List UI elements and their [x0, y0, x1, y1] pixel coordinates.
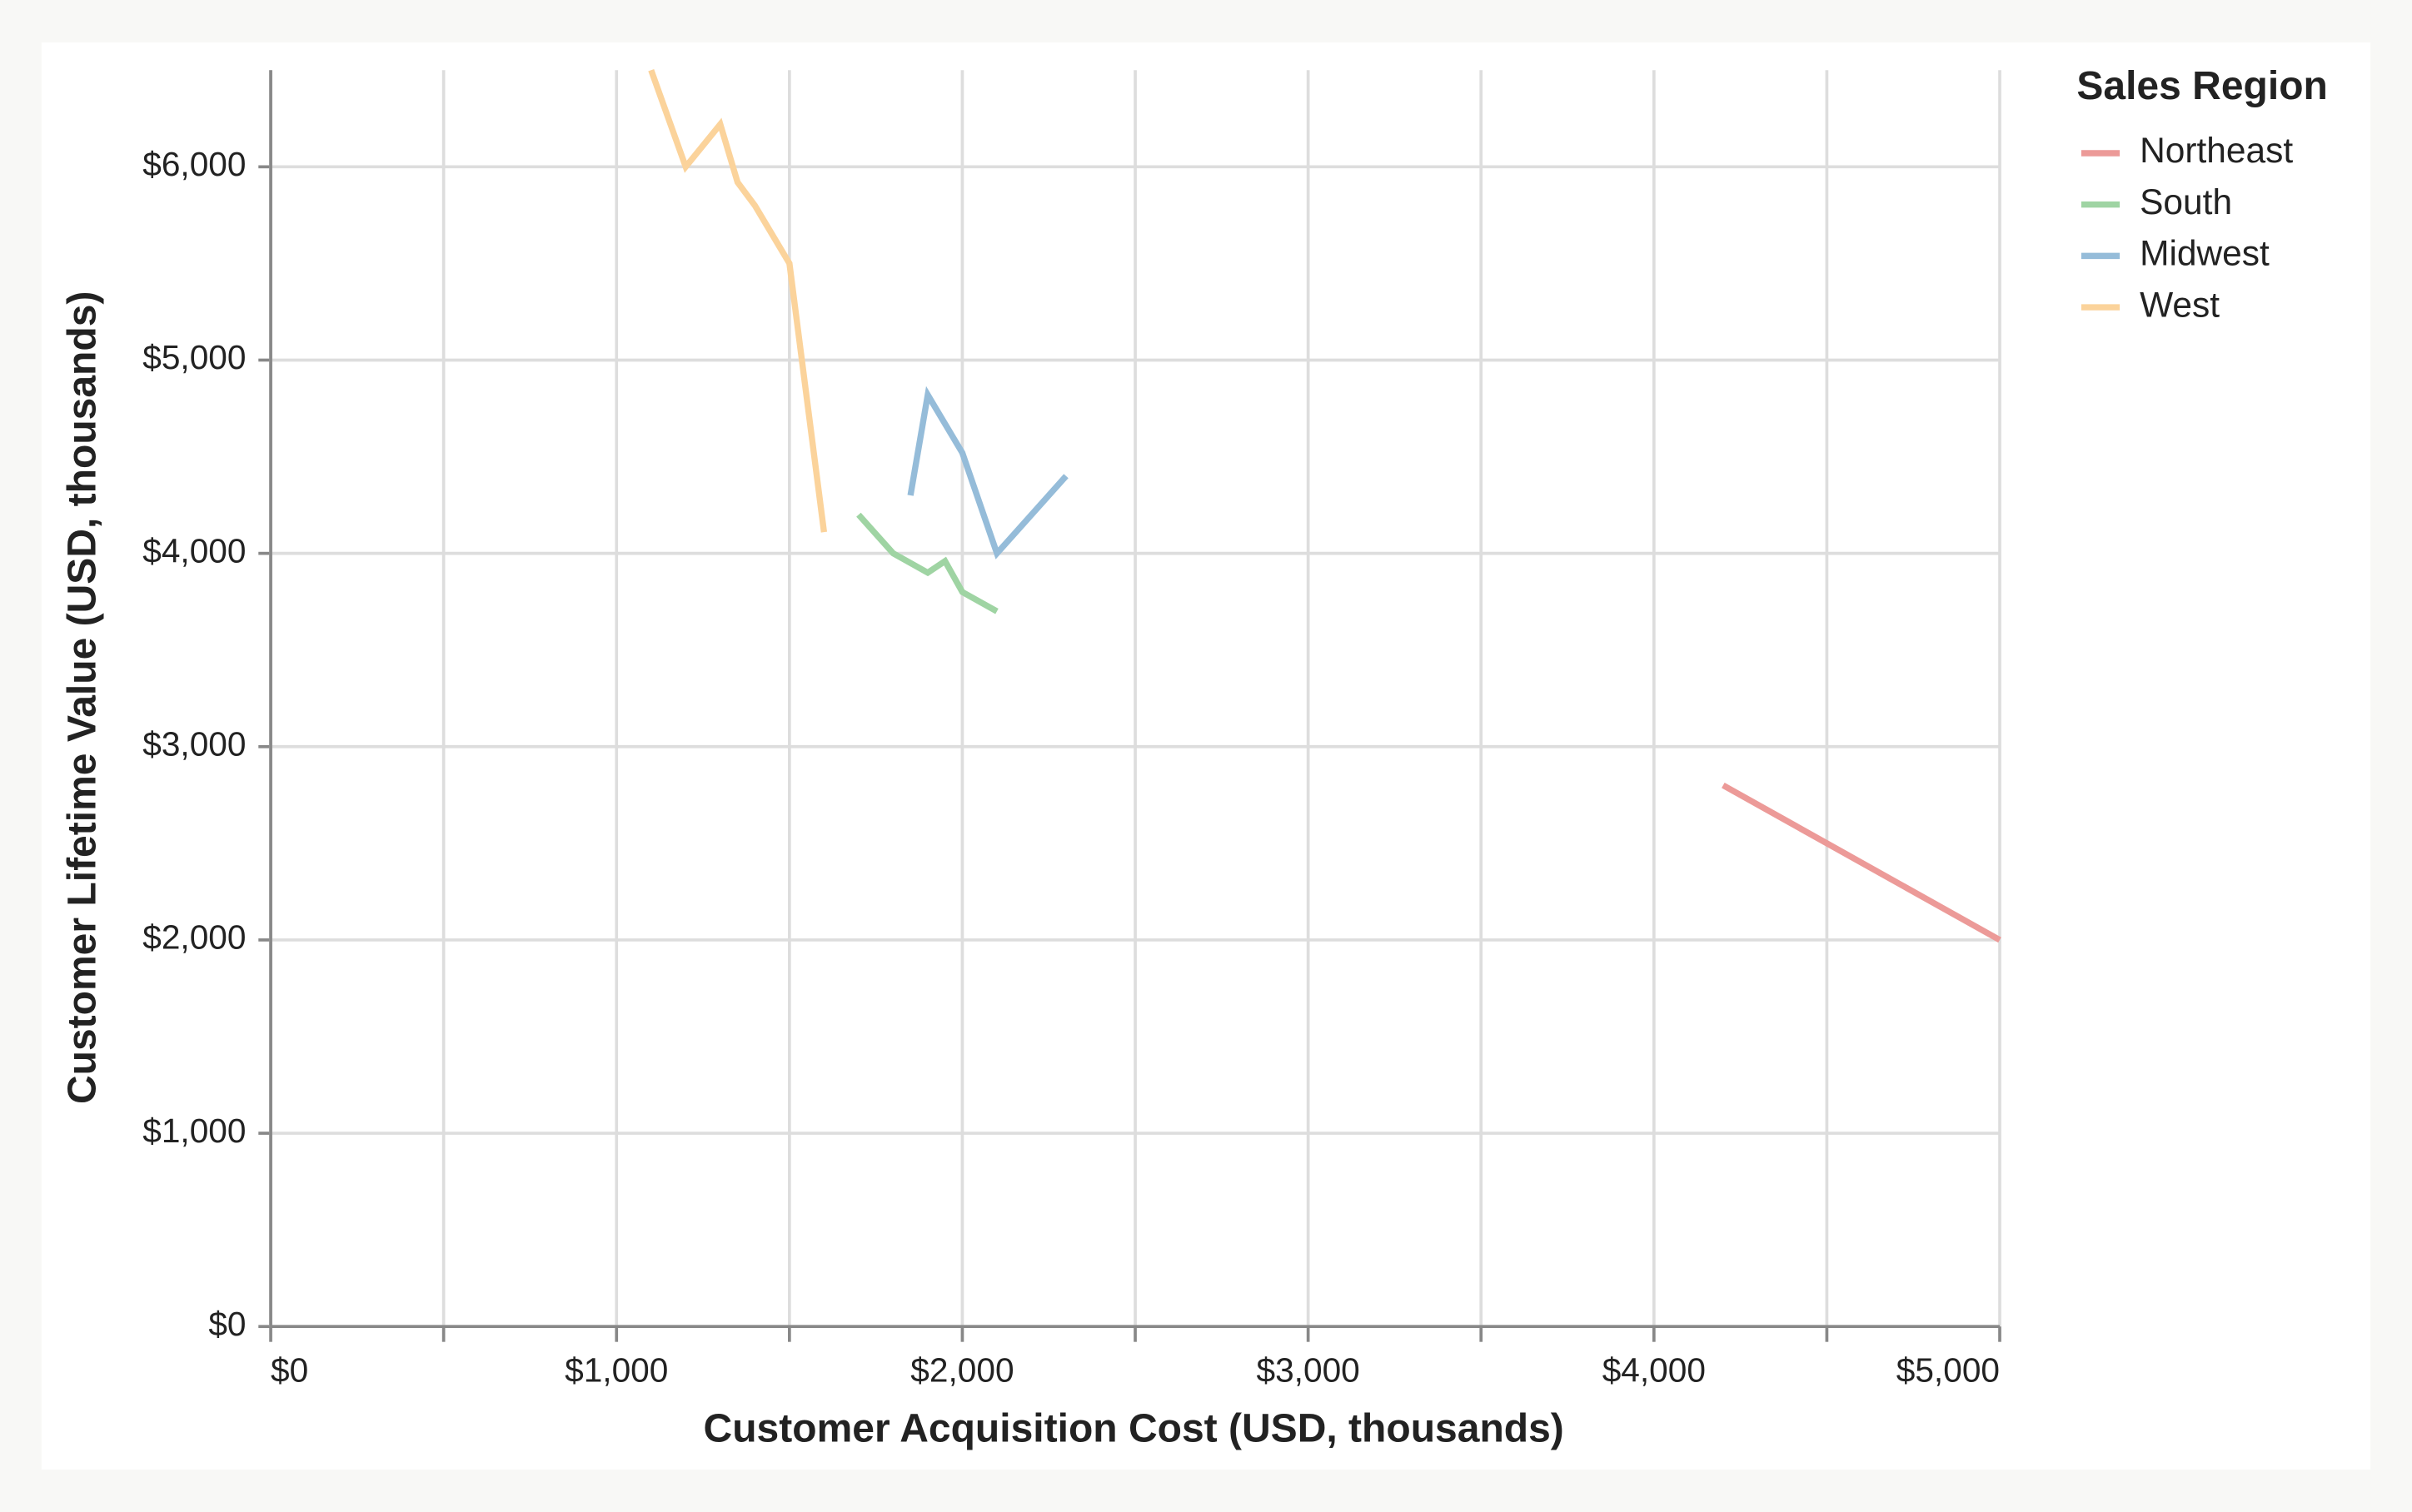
- y-tick-label: $6,000: [142, 145, 246, 183]
- legend-label: Midwest: [2140, 234, 2270, 273]
- series-line: [907, 385, 1069, 560]
- legend-label: West: [2140, 285, 2220, 324]
- chart-background: [41, 42, 2371, 1470]
- series-line: [648, 69, 828, 533]
- y-axis-title: Customer Lifetime Value (USD, thousands): [60, 291, 104, 1104]
- series-line: [1722, 782, 2001, 943]
- x-tick-label: $2,000: [910, 1350, 1014, 1389]
- y-tick-label: $5,000: [142, 338, 246, 376]
- x-tick-label: $3,000: [1257, 1350, 1360, 1389]
- legend-label: Northeast: [2140, 131, 2293, 170]
- x-axis-title: Customer Acquisition Cost (USD, thousand…: [704, 1406, 1564, 1450]
- legend-label: South: [2140, 182, 2232, 221]
- legend-title: Sales Region: [2076, 64, 2328, 108]
- y-tick-label: $0: [208, 1305, 246, 1343]
- y-tick-label: $4,000: [142, 531, 246, 569]
- series-line: [856, 512, 999, 614]
- x-tick-label: $1,000: [565, 1350, 668, 1389]
- x-tick-label: $4,000: [1602, 1350, 1706, 1389]
- y-tick-label: $3,000: [142, 725, 246, 763]
- x-tick-label: $0: [271, 1350, 308, 1389]
- y-tick-label: $2,000: [142, 918, 246, 957]
- y-tick-label: $1,000: [142, 1112, 246, 1150]
- x-tick-label: $5,000: [1896, 1350, 2000, 1389]
